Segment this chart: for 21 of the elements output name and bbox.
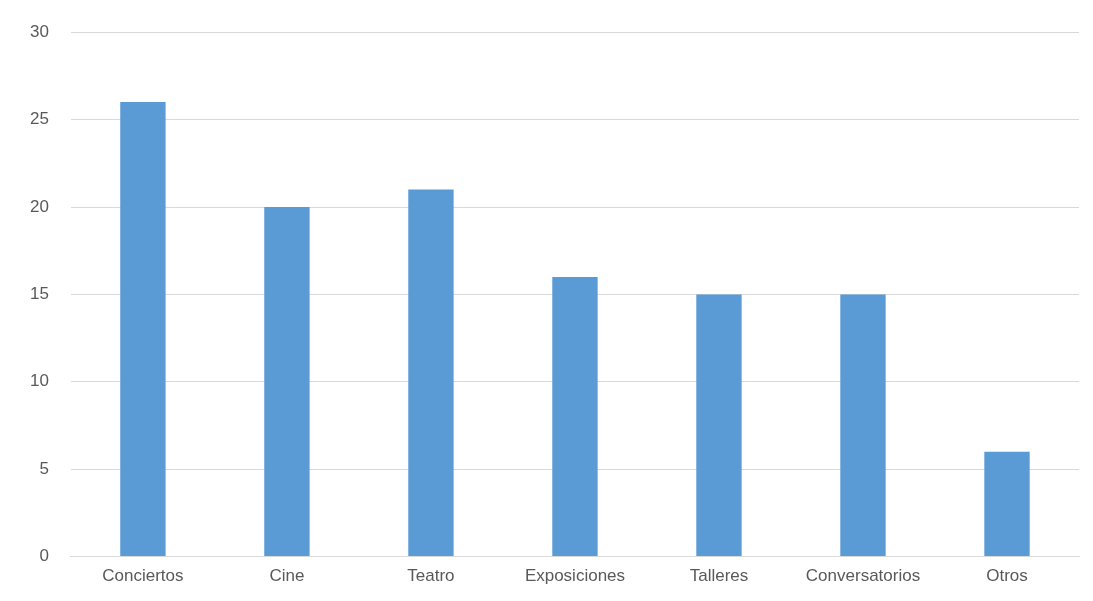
y-tick-label: 10 <box>29 371 49 391</box>
y-tick-label: 30 <box>29 21 49 41</box>
x-tick-label: Cine <box>269 566 305 586</box>
bar <box>984 451 1030 557</box>
y-tick-label: 15 <box>29 284 49 304</box>
x-tick-label: Conversatorios <box>805 566 921 586</box>
bar <box>264 207 310 557</box>
x-tick-label: Talleres <box>689 566 749 586</box>
bar <box>408 189 454 557</box>
x-tick-label: Conciertos <box>102 566 184 586</box>
bar <box>696 294 742 557</box>
x-tick-label: Exposiciones <box>524 566 626 586</box>
y-tick-label: 20 <box>29 196 49 216</box>
bar <box>840 294 886 557</box>
x-tick-label: Otros <box>986 566 1028 586</box>
bar <box>120 102 166 557</box>
y-tick-label: 5 <box>39 458 49 478</box>
x-tick-label: Teatro <box>407 566 455 586</box>
bar <box>552 276 598 557</box>
y-tick-label: 0 <box>39 546 49 566</box>
y-tick-label: 25 <box>29 109 49 129</box>
